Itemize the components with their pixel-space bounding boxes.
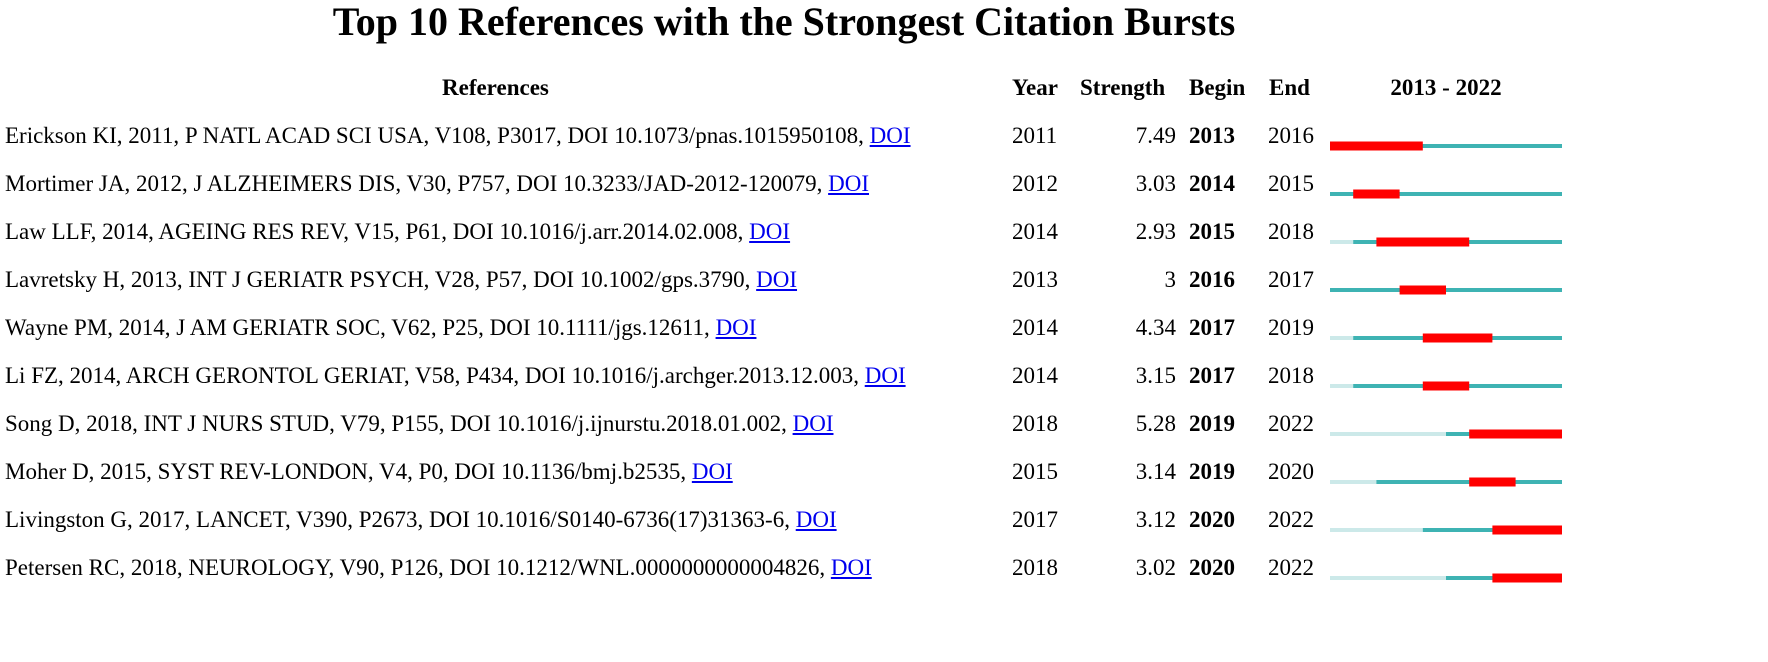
reference-text: Erickson KI, 2011, P NATL ACAD SCI USA, … xyxy=(5,123,864,148)
burst xyxy=(1469,429,1562,439)
reference: Livingston G, 2017, LANCET, V390, P2673,… xyxy=(5,506,837,534)
doi-link[interactable]: DOI xyxy=(795,507,837,532)
year: 2018 xyxy=(1012,555,1058,580)
year: 2017 xyxy=(1012,507,1058,532)
pre-publication xyxy=(1330,336,1354,340)
reference-text: Petersen RC, 2018, NEUROLOGY, V90, P126,… xyxy=(5,555,826,580)
title: Top 10 References with the Strongest Cit… xyxy=(332,0,1236,44)
year: 2011 xyxy=(1012,123,1058,148)
strength: 2.93 xyxy=(1135,219,1176,244)
reference-text: Law LLF, 2014, AGEING RES REV, V15, P61,… xyxy=(5,219,744,244)
doi-link[interactable]: DOI xyxy=(864,363,906,388)
reference: Petersen RC, 2018, NEUROLOGY, V90, P126,… xyxy=(5,554,872,582)
header: References xyxy=(442,75,549,100)
reference-text: Li FZ, 2014, ARCH GERONTOL GERIAT, V58, … xyxy=(5,363,859,388)
header: Begin xyxy=(1189,75,1246,100)
reference: Law LLF, 2014, AGEING RES REV, V15, P61,… xyxy=(5,218,790,246)
begin: 2015 xyxy=(1189,219,1235,244)
reference-text: Livingston G, 2017, LANCET, V390, P2673,… xyxy=(5,507,790,532)
pre-publication xyxy=(1330,240,1354,244)
begin: 2019 xyxy=(1189,411,1235,436)
end: 2019 xyxy=(1268,315,1314,340)
year: 2013 xyxy=(1012,267,1058,292)
reference: Moher D, 2015, SYST REV-LONDON, V4, P0, … xyxy=(5,458,733,486)
header: Strength xyxy=(1080,75,1166,100)
end: 2022 xyxy=(1268,507,1314,532)
end: 2016 xyxy=(1268,123,1314,148)
strength: 4.34 xyxy=(1135,315,1176,340)
reference-text: Mortimer JA, 2012, J ALZHEIMERS DIS, V30… xyxy=(5,171,823,196)
begin: 2013 xyxy=(1189,123,1235,148)
pre-publication xyxy=(1330,384,1354,388)
active-period xyxy=(1330,144,1562,148)
strength: 3.03 xyxy=(1135,171,1176,196)
reference-text: Moher D, 2015, SYST REV-LONDON, V4, P0, … xyxy=(5,459,687,484)
reference-text: Song D, 2018, INT J NURS STUD, V79, P155… xyxy=(5,411,787,436)
begin: 2016 xyxy=(1189,267,1235,292)
end: 2015 xyxy=(1268,171,1314,196)
pre-publication xyxy=(1330,480,1377,484)
year: 2015 xyxy=(1012,459,1058,484)
end: 2022 xyxy=(1268,555,1314,580)
begin: 2020 xyxy=(1189,507,1235,532)
end: 2022 xyxy=(1268,411,1314,436)
doi-link[interactable]: DOI xyxy=(691,459,733,484)
year: 2014 xyxy=(1012,315,1058,340)
end: 2018 xyxy=(1268,363,1314,388)
pre-publication xyxy=(1330,528,1423,532)
doi-link[interactable]: DOI xyxy=(749,219,791,244)
strength: 5.28 xyxy=(1135,411,1176,436)
reference: Mortimer JA, 2012, J ALZHEIMERS DIS, V30… xyxy=(5,170,869,198)
strength: 3.14 xyxy=(1135,459,1176,484)
reference: Li FZ, 2014, ARCH GERONTOL GERIAT, V58, … xyxy=(5,362,906,390)
burst xyxy=(1469,477,1516,487)
reference: Wayne PM, 2014, J AM GERIATR SOC, V62, P… xyxy=(5,314,756,342)
doi-link[interactable]: DOI xyxy=(715,315,757,340)
year: 2014 xyxy=(1012,363,1058,388)
year: 2012 xyxy=(1012,171,1058,196)
year: 2014 xyxy=(1012,219,1058,244)
strength: 7.49 xyxy=(1135,123,1176,148)
end: 2018 xyxy=(1268,219,1314,244)
burst xyxy=(1353,189,1400,199)
doi-link[interactable]: DOI xyxy=(828,171,869,196)
header: End xyxy=(1269,75,1310,100)
end: 2020 xyxy=(1268,459,1314,484)
pre-publication xyxy=(1330,432,1446,436)
burst xyxy=(1399,285,1446,295)
begin: 2017 xyxy=(1189,363,1235,388)
burst xyxy=(1492,525,1562,535)
burst xyxy=(1422,333,1493,343)
end: 2017 xyxy=(1268,267,1314,292)
header: Year xyxy=(1012,75,1058,100)
begin: 2020 xyxy=(1189,555,1235,580)
pre-publication xyxy=(1330,576,1446,580)
reference: Lavretsky H, 2013, INT J GERIATR PSYCH, … xyxy=(5,266,797,294)
strength: 3.12 xyxy=(1135,507,1176,532)
doi-link[interactable]: DOI xyxy=(756,267,798,292)
header: 2013 - 2022 xyxy=(1390,75,1502,100)
begin: 2014 xyxy=(1189,171,1235,196)
reference: Song D, 2018, INT J NURS STUD, V79, P155… xyxy=(5,410,833,438)
strength: 3.02 xyxy=(1135,555,1176,580)
burst xyxy=(1492,573,1562,583)
strength: 3 xyxy=(1164,267,1177,292)
doi-link[interactable]: DOI xyxy=(830,555,872,580)
active-period xyxy=(1330,192,1562,196)
burst xyxy=(1422,381,1470,391)
reference-text: Lavretsky H, 2013, INT J GERIATR PSYCH, … xyxy=(5,267,751,292)
begin: 2017 xyxy=(1189,315,1235,340)
strength: 3.15 xyxy=(1135,363,1176,388)
burst xyxy=(1376,237,1470,247)
burst xyxy=(1330,141,1423,151)
reference-text: Wayne PM, 2014, J AM GERIATR SOC, V62, P… xyxy=(5,315,710,340)
doi-link[interactable]: DOI xyxy=(869,123,911,148)
year: 2018 xyxy=(1012,411,1058,436)
begin: 2019 xyxy=(1189,459,1235,484)
reference: Erickson KI, 2011, P NATL ACAD SCI USA, … xyxy=(5,122,911,150)
doi-link[interactable]: DOI xyxy=(792,411,834,436)
